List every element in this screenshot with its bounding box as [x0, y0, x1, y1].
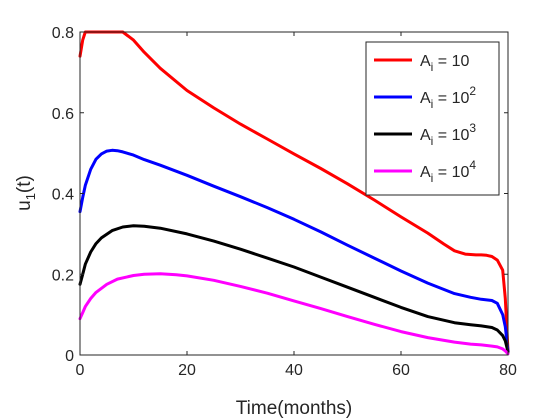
series-line-4	[78, 272, 510, 356]
y-axis-label-base: u	[14, 200, 35, 211]
y-tick-label: 0.4	[52, 187, 74, 204]
y-axis-label-sub: 1	[23, 193, 38, 200]
x-tick-label: 60	[392, 362, 410, 379]
series-line-2	[78, 148, 510, 353]
series-line-3	[78, 224, 510, 354]
legend-label-4: Ai = 104	[420, 158, 476, 185]
y-tick-label: 0.8	[52, 25, 74, 42]
y-tick-label: 0	[65, 348, 74, 365]
legend-label-2: Ai = 102	[420, 84, 476, 111]
legend-label-1: Ai = 10	[420, 53, 469, 74]
x-tick-label: 20	[178, 362, 196, 379]
y-axis-label: u1(t)	[14, 175, 38, 211]
x-axis-label: Time(months)	[236, 398, 352, 419]
legend: Ai = 10 Ai = 102 Ai = 103 Ai = 104	[365, 41, 500, 196]
x-tick-label: 80	[499, 362, 517, 379]
legend-items: Ai = 10 Ai = 102 Ai = 103 Ai = 104	[374, 53, 476, 185]
x-tick-label: 40	[285, 362, 303, 379]
y-axis-label-tail: (t)	[14, 175, 35, 193]
y-tick-label: 0.2	[52, 267, 74, 284]
legend-label-3: Ai = 103	[420, 121, 476, 148]
y-tick-label: 0.6	[52, 106, 74, 123]
tick-labels: 0 20 40 60 80 0 0.2 0.4 0.6 0.8	[52, 25, 517, 379]
axes	[79, 31, 509, 356]
x-tick-label: 0	[76, 362, 85, 379]
